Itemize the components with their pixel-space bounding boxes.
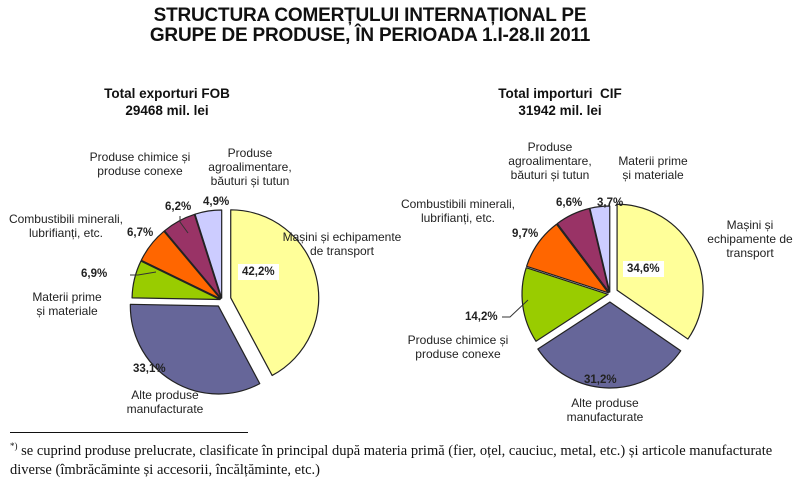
- export-heading: Total exporturi FOB 29468 mil. lei: [82, 85, 252, 119]
- label-line: Alte produse: [571, 396, 639, 410]
- import-label-combustibili: Combustibili minerali, lubrifianți, etc.: [394, 197, 522, 225]
- export-label-materii: Materii prime și materiale: [22, 290, 112, 318]
- label-line: Produse chimice și: [89, 150, 191, 164]
- export-pie: [129, 209, 320, 395]
- label-line: Alte produse: [131, 388, 199, 402]
- import-total: 31942 mil. lei: [518, 103, 602, 118]
- pie-slice: [140, 230, 222, 300]
- label-line: Mașini și: [726, 218, 774, 232]
- label-line: băuturi și tutun: [210, 174, 290, 188]
- label-line: Combustibili minerali,: [8, 212, 124, 226]
- pie-slice: [131, 260, 221, 301]
- chart-title-line1: STRUCTURA COMERȚULUI INTERNAȚIONAL PE: [153, 5, 587, 26]
- export-heading-title: Total exporturi FOB: [104, 86, 230, 101]
- pie-slice: [129, 303, 261, 395]
- import-pct-materii: 3,7%: [597, 197, 624, 209]
- import-label-alte: Alte produse manufacturate: [550, 396, 660, 424]
- label-line: agroalimentare,: [508, 154, 592, 168]
- import-pct-alte: 31,2%: [584, 374, 617, 386]
- footnote-text: se cuprind produse prelucrate, clasifica…: [10, 442, 773, 478]
- export-label-combustibili: Combustibili minerali, lubrifianți, etc.: [2, 212, 130, 240]
- label-line: produse conexe: [415, 347, 501, 361]
- import-pct-agro: 6,6%: [556, 197, 583, 209]
- export-pct-materii: 6,9%: [81, 268, 108, 280]
- chart-title: STRUCTURA COMERȚULUI INTERNAȚIONAL PE GR…: [0, 6, 740, 46]
- export-label-agro: Produse agroalimentare, băuturi și tutun: [200, 146, 300, 188]
- import-pct-combustibili: 9,7%: [512, 228, 539, 240]
- pie-slice: [194, 209, 223, 299]
- label-line: Materii prime: [618, 154, 688, 168]
- label-line: și materiale: [36, 304, 98, 318]
- label-line: agroalimentare,: [208, 160, 292, 174]
- export-pct-agro: 4,9%: [203, 196, 230, 208]
- export-label-masini: Mașini și echipamente de transport: [272, 230, 412, 258]
- import-label-chimice: Produse chimice și produse conexe: [398, 333, 518, 361]
- export-chimice-leader: [179, 216, 189, 234]
- import-label-materii: Materii prime și materiale: [608, 154, 698, 182]
- label-line: Produse: [527, 140, 573, 154]
- chart-title-line2: GRUPE DE PRODUSE, ÎN PERIOADA 1.I-28.II …: [149, 25, 591, 46]
- label-line: lubrifianți, etc.: [28, 226, 104, 240]
- label-line: echipamente de: [707, 232, 793, 246]
- label-line: de transport: [309, 244, 375, 258]
- import-heading-title: Total importuri CIF: [498, 86, 622, 101]
- import-label-agro: Produse agroalimentare, băuturi și tutun: [500, 140, 600, 182]
- label-line: Mașini și echipamente: [282, 230, 402, 244]
- import-pie: [521, 203, 704, 389]
- footnote-divider: [10, 432, 248, 433]
- footnote: *) se cuprind produse prelucrate, clasif…: [10, 437, 790, 480]
- label-line: manufacturate: [126, 402, 204, 416]
- pie-slice: [230, 209, 320, 377]
- label-line: și materiale: [622, 168, 684, 182]
- label-line: băuturi și tutun: [510, 168, 590, 182]
- pie-slice: [163, 213, 222, 299]
- leader-lines: [130, 216, 529, 318]
- label-line: produse conexe: [97, 164, 183, 178]
- label-line: Produse: [227, 146, 273, 160]
- pie-slice: [537, 301, 682, 389]
- export-pct-masini: 42,2%: [238, 264, 279, 280]
- export-label-chimice: Produse chimice și produse conexe: [80, 150, 200, 178]
- export-pct-alte: 33,1%: [133, 363, 166, 375]
- export-materii-leader: [130, 271, 157, 276]
- pie-slice: [525, 223, 609, 294]
- label-line: transport: [726, 246, 774, 260]
- label-line: manufacturate: [566, 410, 644, 424]
- label-line: Materii prime: [32, 290, 102, 304]
- export-total: 29468 mil. lei: [125, 103, 209, 118]
- footnote-marker: *): [10, 441, 18, 451]
- label-line: Combustibili minerali,: [400, 197, 516, 211]
- export-pct-chimice: 6,2%: [165, 201, 192, 213]
- label-line: lubrifianți, etc.: [420, 211, 496, 225]
- import-label-masini: Mașini și echipamente de transport: [700, 218, 800, 260]
- import-pct-chimice: 14,2%: [465, 311, 498, 323]
- label-line: Produse chimice și: [407, 333, 509, 347]
- import-pct-masini: 34,6%: [623, 261, 664, 277]
- export-pct-combustibili: 6,7%: [127, 227, 154, 239]
- pie-slice: [556, 207, 610, 293]
- export-label-alte: Alte produse manufacturate: [110, 388, 220, 416]
- import-heading: Total importuri CIF 31942 mil. lei: [480, 85, 640, 119]
- pie-slice: [589, 205, 611, 293]
- import-chimice-leader: [502, 299, 529, 318]
